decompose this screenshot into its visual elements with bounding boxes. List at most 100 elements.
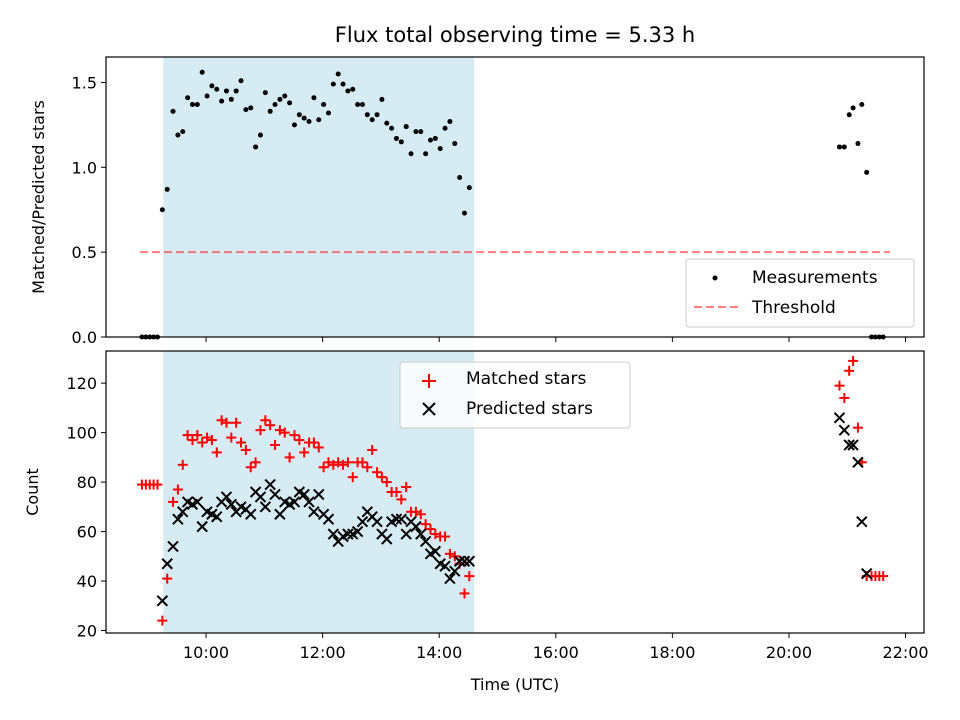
matched-star-point (313, 442, 324, 453)
predicted-star-point (191, 496, 204, 508)
predicted-star-point (453, 555, 466, 567)
bottom-legend-box (399, 361, 631, 429)
matched-star-point (848, 355, 859, 366)
measurement-point (311, 95, 317, 101)
matched-star-point (152, 479, 163, 490)
predicted-star-point (860, 567, 873, 580)
measurement-point (418, 129, 424, 135)
measurement-point (408, 151, 414, 157)
measurement-point (461, 210, 467, 216)
top-y-tick-label: 1.5 (72, 73, 97, 92)
matched-star-point (289, 430, 300, 441)
measurement-point (233, 88, 239, 94)
measurement-point (257, 132, 263, 138)
matched-star-point (396, 494, 407, 505)
measurement-point (316, 117, 322, 123)
top-plot-frame (105, 56, 925, 338)
measurement-point (859, 102, 865, 108)
predicted-star-point (156, 595, 169, 607)
top-legend: Measurements Threshold (685, 258, 915, 328)
predicted-star-point (196, 520, 208, 533)
matched-star-point (231, 417, 242, 428)
measurement-point (850, 105, 856, 111)
matched-star-point (221, 417, 232, 428)
measurement-point (457, 174, 463, 180)
measurement-point (170, 108, 176, 114)
measurements-series (139, 69, 886, 340)
matched-star-point (240, 444, 251, 455)
predicted-star-point (220, 491, 233, 503)
measurement-point (836, 144, 842, 150)
predicted-star-point (356, 515, 369, 528)
top-x-axis (205, 337, 907, 342)
measurement-point (185, 95, 191, 101)
measurement-point (159, 207, 165, 213)
predicted-star-point (327, 528, 340, 540)
measurement-point (355, 102, 361, 108)
measurement-point (267, 108, 273, 114)
legend-predicted-marker (422, 402, 436, 416)
matched-star-point (255, 425, 266, 436)
x-tick-label: 16:00 (533, 643, 579, 662)
predicted-star-point (303, 496, 315, 508)
bottom-y-axis-label: Count (23, 468, 42, 516)
matched-star-point (245, 462, 256, 473)
measurement-point (189, 102, 195, 108)
matched-star-point (197, 437, 208, 448)
measurement-point (243, 107, 249, 113)
matched-star-point (878, 571, 889, 582)
measurement-point (423, 151, 429, 157)
measurement-point (325, 110, 331, 116)
predicted-star-point (225, 498, 238, 511)
matched-star-point (250, 457, 261, 468)
matched-star-point (157, 615, 168, 626)
measurement-point (846, 112, 852, 118)
matched-star-point (372, 467, 383, 478)
measurement-point (194, 102, 200, 108)
predicted-star-point (211, 511, 223, 523)
measurement-point (369, 117, 375, 123)
measurement-point (223, 88, 229, 94)
top-y-tick-label: 1.0 (72, 158, 97, 177)
predicted-star-point (298, 488, 310, 501)
measurement-point (219, 98, 225, 104)
measurement-point (214, 86, 220, 92)
measurement-point (301, 115, 307, 121)
top-y-axis: 0.0 0.5 1.0 1.5 (72, 73, 106, 347)
measurement-point (238, 78, 244, 84)
measurement-point (306, 118, 312, 124)
measurement-point (282, 93, 288, 99)
predicted-star-point (269, 488, 281, 501)
predicted-star-point (322, 513, 335, 525)
measurement-point (466, 185, 472, 191)
measurement-point (204, 93, 210, 99)
legend-matched-marker (422, 374, 436, 388)
measurement-point (389, 125, 395, 131)
legend-measurements-marker (712, 275, 718, 281)
x-tick-label: 18:00 (649, 643, 695, 662)
matched-star-point (362, 462, 373, 473)
measurement-point (228, 96, 234, 102)
matched-star-point (464, 571, 475, 582)
measurement-point (393, 135, 399, 141)
measurement-point (864, 169, 870, 175)
x-tick-label: 22:00 (882, 643, 928, 662)
matched-star-point (168, 496, 179, 507)
predicted-star-point (288, 496, 301, 508)
top-observing-window-shade (163, 57, 475, 337)
measurement-point (447, 118, 453, 124)
predicted-star-point (395, 513, 408, 525)
bottom-plot-frame (105, 350, 925, 634)
legend-predicted-label: Predicted stars (466, 399, 593, 419)
matched-star-point (211, 447, 222, 458)
bottom-y-tick-label: 40 (77, 572, 97, 591)
predicted-star-point (177, 506, 189, 518)
predicted-star-point (172, 513, 184, 525)
matched-star-point (206, 435, 217, 446)
bottom-legend: Matched stars Predicted stars (399, 361, 631, 429)
bottom-y-tick-label: 120 (66, 374, 97, 393)
predicted-star-point (254, 491, 267, 503)
measurement-point (164, 186, 170, 192)
measurement-point (374, 112, 380, 118)
matched-star-point (852, 422, 863, 433)
